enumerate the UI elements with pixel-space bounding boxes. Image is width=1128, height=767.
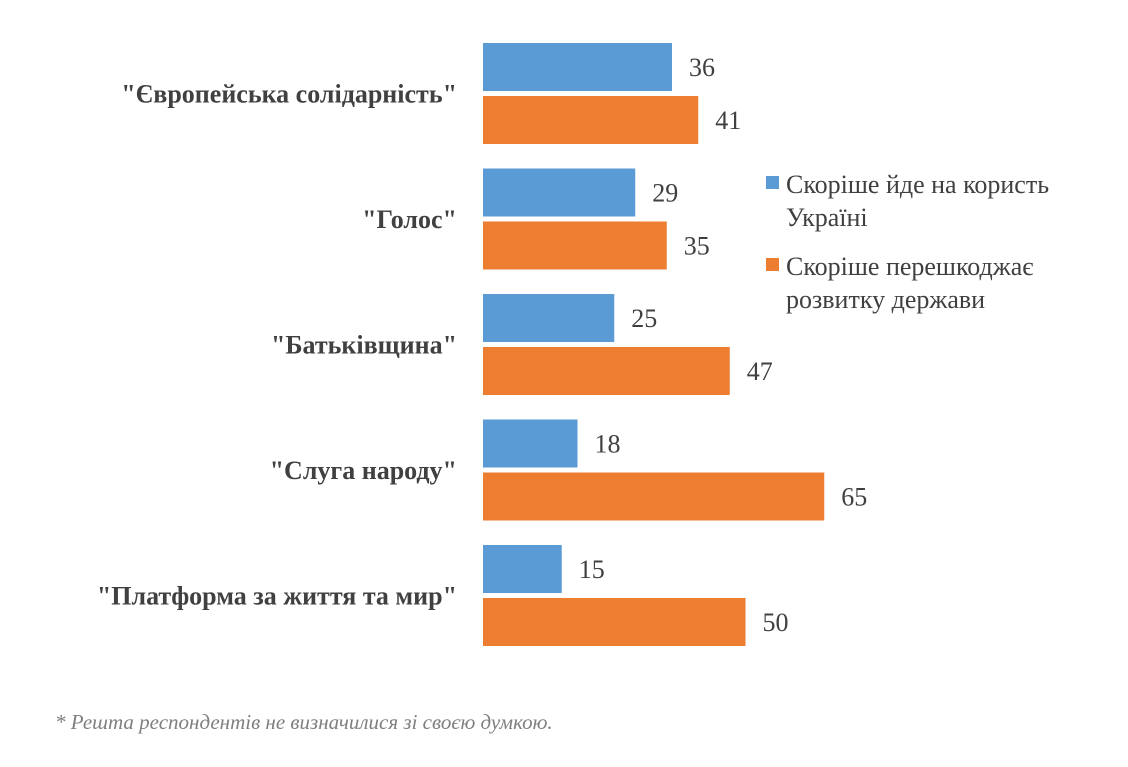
data-label: 47 bbox=[747, 357, 773, 386]
data-label: 25 bbox=[631, 304, 657, 333]
legend-label: Україні bbox=[786, 203, 868, 232]
bar-series-2 bbox=[483, 347, 730, 395]
data-label: 35 bbox=[684, 232, 710, 261]
bar-series-1 bbox=[483, 43, 672, 91]
category-label: "Слуга народу" bbox=[270, 456, 457, 485]
bar-series-1 bbox=[483, 419, 578, 468]
category-labels: "Європейська солідарність" "Голос" "Батькі… bbox=[97, 80, 457, 611]
bar-series-1 bbox=[483, 168, 636, 217]
category-label: "Європейська солідарність" bbox=[121, 80, 457, 109]
bar-series-2 bbox=[483, 221, 667, 270]
data-label: 15 bbox=[579, 555, 605, 584]
data-label: 29 bbox=[652, 179, 678, 208]
legend-label: Скоріше перешкоджає bbox=[786, 252, 1033, 281]
category-label: "Батьківщина" bbox=[271, 331, 457, 360]
data-label: 50 bbox=[763, 608, 789, 637]
legend-swatch bbox=[766, 258, 779, 271]
footnote: * Решта респондентів не визначилися зі с… bbox=[55, 710, 553, 734]
category-label: "Голос" bbox=[362, 205, 457, 234]
category-label: "Платформа за життя та мир" bbox=[97, 582, 457, 611]
data-label: 36 bbox=[689, 53, 715, 82]
data-label: 18 bbox=[595, 430, 621, 459]
bars bbox=[483, 43, 825, 646]
legend-swatch bbox=[766, 176, 779, 189]
data-label: 41 bbox=[715, 106, 741, 135]
bar-series-2 bbox=[483, 472, 825, 521]
bar-series-2 bbox=[483, 598, 746, 646]
bar-series-2 bbox=[483, 96, 699, 144]
legend: Скоріше йде на користь Україні Скоріше пер… bbox=[766, 170, 1049, 314]
legend-label: Скоріше йде на користь bbox=[786, 170, 1049, 199]
bar-series-1 bbox=[483, 294, 615, 342]
legend-label: розвитку держави bbox=[786, 285, 985, 314]
data-label: 65 bbox=[841, 483, 867, 512]
bar-series-1 bbox=[483, 545, 562, 593]
